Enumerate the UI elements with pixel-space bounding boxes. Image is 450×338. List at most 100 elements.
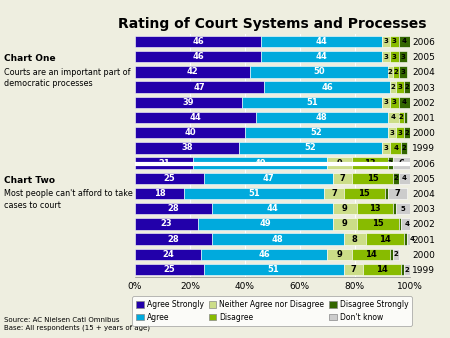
Bar: [193, 158, 327, 169]
Text: 52: 52: [310, 128, 322, 137]
Text: 4: 4: [404, 221, 409, 227]
Bar: [256, 112, 387, 123]
Text: Chart Two: Chart Two: [4, 176, 55, 185]
Text: 13: 13: [364, 159, 375, 168]
Bar: [242, 97, 382, 108]
Bar: [239, 142, 382, 153]
Text: 15: 15: [358, 189, 370, 198]
Text: 51: 51: [306, 98, 318, 107]
Bar: [404, 81, 410, 93]
Text: 28: 28: [167, 235, 179, 244]
Text: 48: 48: [316, 113, 328, 122]
Bar: [387, 127, 396, 138]
Bar: [399, 173, 410, 184]
Bar: [387, 112, 399, 123]
Bar: [396, 81, 404, 93]
Text: 5: 5: [400, 206, 405, 212]
Text: 2: 2: [393, 175, 398, 181]
Text: 28: 28: [167, 204, 179, 213]
Bar: [261, 36, 382, 47]
Text: 46: 46: [258, 250, 270, 259]
Text: 44: 44: [266, 204, 278, 213]
Text: 47: 47: [194, 82, 205, 92]
Bar: [393, 66, 399, 77]
Text: 38: 38: [181, 143, 193, 152]
Text: 3: 3: [392, 39, 397, 44]
Text: 24: 24: [162, 250, 174, 259]
Text: 44: 44: [316, 52, 328, 61]
Bar: [390, 249, 393, 260]
Text: 47: 47: [262, 174, 274, 183]
Text: 51: 51: [248, 189, 260, 198]
Text: 15: 15: [372, 219, 384, 228]
Text: 49: 49: [260, 219, 271, 228]
Text: 7: 7: [331, 189, 337, 198]
Bar: [245, 127, 387, 138]
Text: 49: 49: [254, 159, 266, 168]
Text: 42: 42: [187, 67, 198, 76]
Text: 13: 13: [369, 204, 381, 213]
Bar: [382, 97, 390, 108]
Text: 2: 2: [405, 130, 409, 136]
Bar: [404, 264, 410, 275]
Bar: [198, 218, 333, 230]
Bar: [396, 203, 410, 214]
Bar: [201, 249, 327, 260]
Text: Chart One: Chart One: [4, 54, 56, 63]
Text: 39: 39: [183, 98, 194, 107]
Bar: [357, 218, 399, 230]
Bar: [393, 203, 396, 214]
Bar: [390, 36, 399, 47]
Bar: [212, 234, 344, 245]
Bar: [387, 188, 407, 199]
Bar: [365, 234, 404, 245]
Bar: [135, 234, 212, 245]
Bar: [393, 158, 410, 169]
Text: 4: 4: [401, 175, 406, 181]
Bar: [396, 127, 404, 138]
Bar: [393, 173, 399, 184]
Bar: [399, 112, 404, 123]
Text: 2: 2: [405, 267, 409, 272]
Text: 3: 3: [392, 54, 397, 59]
Text: 3: 3: [384, 99, 389, 105]
Bar: [390, 51, 399, 62]
Bar: [390, 142, 401, 153]
Text: 46: 46: [321, 82, 333, 92]
Text: 4: 4: [401, 39, 406, 44]
Text: Most people can't afford to take
cases to court: Most people can't afford to take cases t…: [4, 189, 133, 210]
Bar: [404, 112, 407, 123]
Bar: [264, 81, 390, 93]
Text: 9: 9: [337, 250, 342, 259]
Text: 3: 3: [384, 145, 389, 151]
Bar: [352, 249, 390, 260]
Bar: [390, 97, 399, 108]
Text: Rating of Court Systems and Processes: Rating of Court Systems and Processes: [118, 17, 427, 31]
Bar: [135, 218, 198, 230]
Bar: [357, 203, 393, 214]
Text: 51: 51: [268, 265, 279, 274]
Text: 44: 44: [316, 37, 328, 46]
Text: 2: 2: [388, 160, 393, 166]
Text: 14: 14: [365, 250, 377, 259]
Text: 4: 4: [401, 99, 406, 105]
Text: 2: 2: [405, 84, 409, 90]
Text: 15: 15: [367, 174, 378, 183]
Text: 6: 6: [398, 159, 404, 168]
Text: 3: 3: [384, 54, 389, 59]
Bar: [382, 142, 390, 153]
Bar: [352, 173, 393, 184]
Text: 2: 2: [393, 69, 398, 75]
Bar: [135, 127, 245, 138]
Bar: [404, 127, 410, 138]
Bar: [401, 218, 412, 230]
Text: 3: 3: [400, 69, 405, 75]
Text: 3: 3: [389, 130, 394, 136]
Text: 9: 9: [337, 159, 342, 168]
Bar: [387, 66, 393, 77]
Bar: [399, 66, 407, 77]
Bar: [399, 97, 410, 108]
Bar: [399, 36, 410, 47]
Text: 40: 40: [184, 128, 196, 137]
Bar: [352, 158, 387, 169]
